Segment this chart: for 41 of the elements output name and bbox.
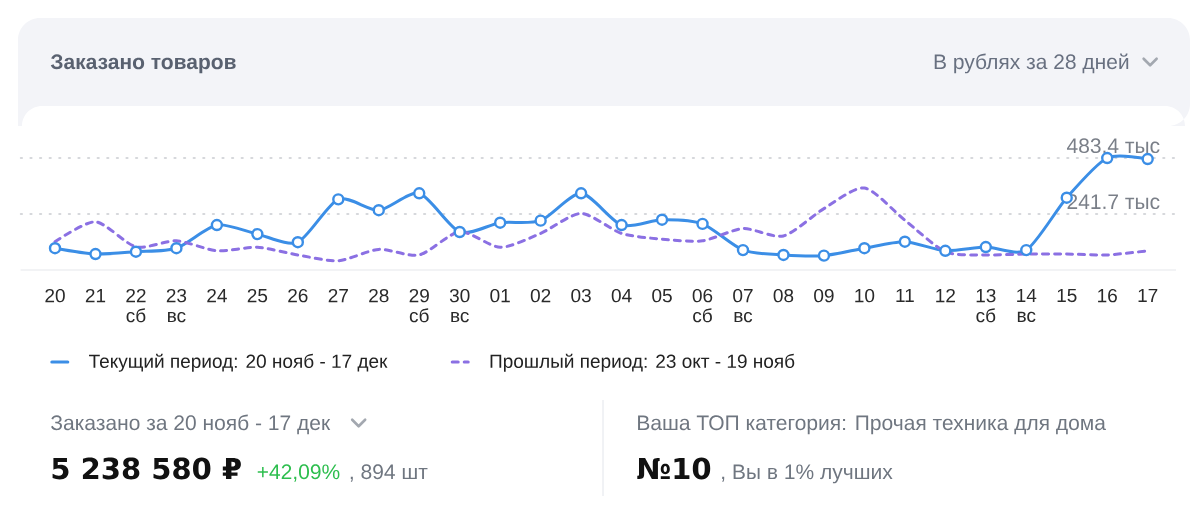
x-tick-label: 20 — [45, 288, 65, 303]
x-tick-label: 17 — [1138, 288, 1158, 302]
x-tick-label: 29 сб — [409, 288, 429, 323]
x-tick-label: 05 — [652, 288, 672, 303]
x-tick-label: 30 вс — [449, 288, 470, 323]
x-tick-label: 03 — [571, 288, 591, 303]
legend-label: Прошлый период: 23 окт - 19 нояб — [490, 353, 795, 372]
x-tick-label: 01 — [490, 288, 510, 303]
x-tick-label: 27 — [328, 288, 348, 303]
text: , Вы в 1% лучших — [722, 464, 893, 484]
chart-subtitle: В рублях за 28 дней — [934, 53, 1129, 74]
y-tick-label: 241.7 тыс — [1067, 194, 1160, 210]
x-tick-label: 28 — [369, 288, 389, 303]
text: +42,09% — [257, 464, 340, 482]
x-tick-label: 06 сб — [692, 288, 713, 323]
text: №10 — [637, 457, 711, 480]
x-tick-label: 15 — [1057, 288, 1077, 303]
x-tick-label: 25 — [247, 288, 268, 303]
x-tick-label: 09 — [814, 288, 834, 303]
x-tick-label: 10 — [855, 288, 875, 303]
x-tick-label: 21 — [85, 288, 106, 303]
text: Ваша ТОП категория: Прочая техника для дома — [638, 415, 1106, 435]
x-tick-label: 24 — [207, 288, 227, 303]
text: , 894 шт — [350, 464, 428, 482]
text: 5 238 580 ₽ — [52, 457, 241, 480]
x-tick-label: 13 сб — [976, 288, 996, 323]
chart-title: Заказано товаров — [50, 54, 236, 74]
x-tick-label: 12 — [936, 288, 955, 303]
x-tick-label: 23 вс — [166, 288, 187, 323]
x-tick-label: 04 — [611, 288, 632, 303]
x-tick-label: 07 вс — [733, 288, 753, 323]
x-tick-label: 08 — [773, 288, 794, 303]
x-tick-label: 02 — [530, 288, 551, 303]
x-tick-label: 14 вс — [1017, 288, 1037, 323]
text: Заказано за 20 нояб - 17 дек — [51, 414, 331, 435]
legend-label: Текущий период: 20 нояб - 17 дек — [89, 353, 388, 372]
y-tick-label: 483.4 тыс — [1066, 138, 1160, 154]
x-tick-label: 16 — [1098, 288, 1117, 303]
x-tick-label: 26 — [288, 288, 308, 303]
x-tick-label: 22 сб — [126, 288, 146, 323]
x-tick-label: 11 — [896, 288, 914, 302]
